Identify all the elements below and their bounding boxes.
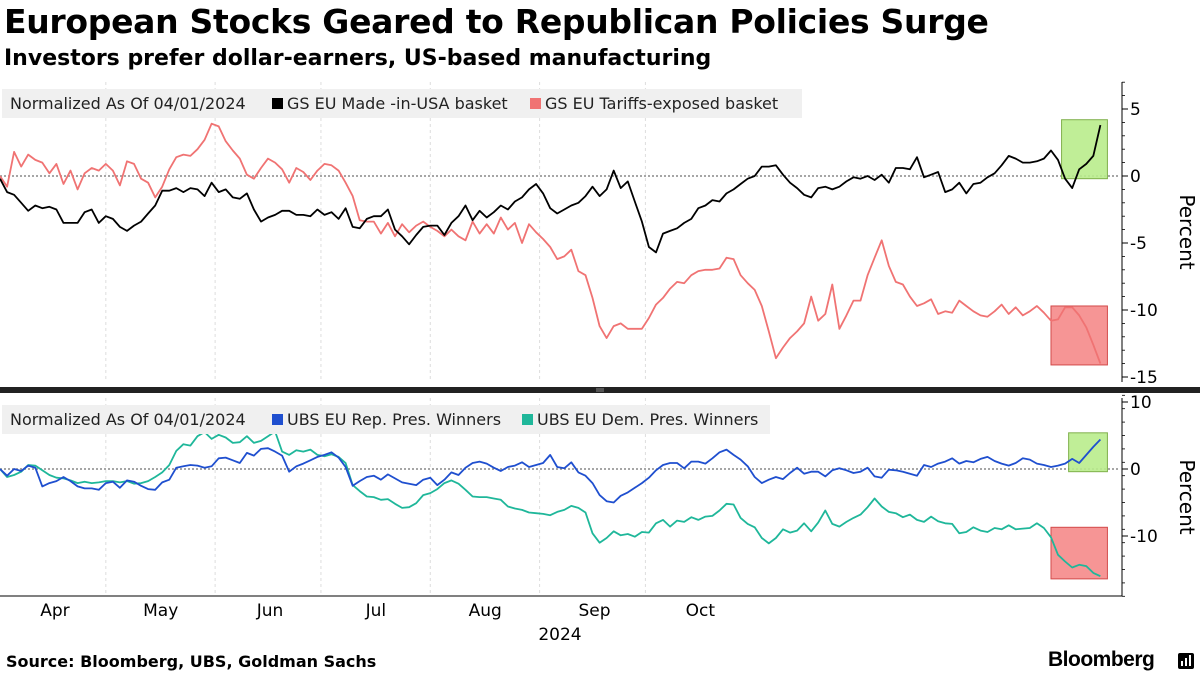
x-year-label: 2024 bbox=[538, 625, 581, 645]
legend-swatch-rep_winners bbox=[272, 414, 283, 425]
red-highlight-box bbox=[1050, 526, 1108, 580]
x-tick-label-jun: Jun bbox=[256, 601, 284, 621]
series-line-tariffs bbox=[0, 122, 1102, 364]
series-line-dem_winners bbox=[0, 430, 1101, 578]
legend-label: GS EU Made -in-USA basket bbox=[287, 94, 508, 113]
bloomberg-logo: Bloomberg bbox=[1048, 648, 1155, 671]
legend-swatch-dem_winners bbox=[522, 414, 533, 425]
y-tick-label: 5 bbox=[1130, 100, 1141, 120]
y-tick-label: -5 bbox=[1130, 234, 1147, 254]
x-tick-label-may: May bbox=[143, 601, 178, 621]
panel-separator bbox=[0, 387, 1200, 393]
y-axis-label: Percent bbox=[1175, 459, 1199, 534]
legend-swatch-tariffs bbox=[530, 98, 541, 109]
x-tick-label-apr: Apr bbox=[40, 601, 69, 621]
x-tick-label-aug: Aug bbox=[469, 601, 502, 621]
panel-top: 5 0 -5 -10 -15 Percent Normalized As Of 04/01/… bbox=[0, 81, 1199, 388]
x-tick-label-jul: Jul bbox=[365, 601, 387, 621]
legend-background bbox=[2, 405, 770, 434]
legend-label: UBS EU Rep. Pres. Winners bbox=[287, 410, 501, 429]
legend-label: GS EU Tariffs-exposed basket bbox=[545, 94, 778, 113]
legend-background bbox=[2, 89, 802, 118]
x-tick-label-sep: Sep bbox=[578, 601, 610, 621]
series-line-rep_winners bbox=[0, 438, 1102, 504]
y-tick-label: -10 bbox=[1130, 527, 1158, 547]
x-tick-label-oct: Oct bbox=[686, 601, 716, 621]
y-axis-label: Percent bbox=[1175, 194, 1199, 269]
legend-label: UBS EU Dem. Pres. Winners bbox=[537, 410, 758, 429]
legend-swatch-made_in_usa bbox=[272, 98, 283, 109]
legend-note: Normalized As Of 04/01/2024 bbox=[10, 410, 246, 429]
y-tick-label: -10 bbox=[1130, 301, 1158, 321]
chart-subtitle: Investors prefer dollar-earners, US-base… bbox=[4, 46, 712, 71]
panel-bottom: 10 0 -10 Percent Normalized As Of 04/01/2024… bbox=[0, 393, 1199, 597]
series-line-made_in_usa bbox=[0, 124, 1102, 254]
green-highlight-box bbox=[1061, 119, 1108, 180]
y-tick-label: 0 bbox=[1130, 167, 1141, 187]
bloomberg-bars-icon bbox=[1178, 653, 1194, 669]
source-note: Source: Bloomberg, UBS, Goldman Sachs bbox=[6, 652, 377, 671]
y-tick-label: 10 bbox=[1130, 393, 1152, 413]
y-tick-label: -15 bbox=[1130, 368, 1158, 388]
chart-title: European Stocks Geared to Republican Pol… bbox=[4, 2, 989, 41]
legend-note: Normalized As Of 04/01/2024 bbox=[10, 94, 246, 113]
y-tick-label: 0 bbox=[1130, 460, 1141, 480]
